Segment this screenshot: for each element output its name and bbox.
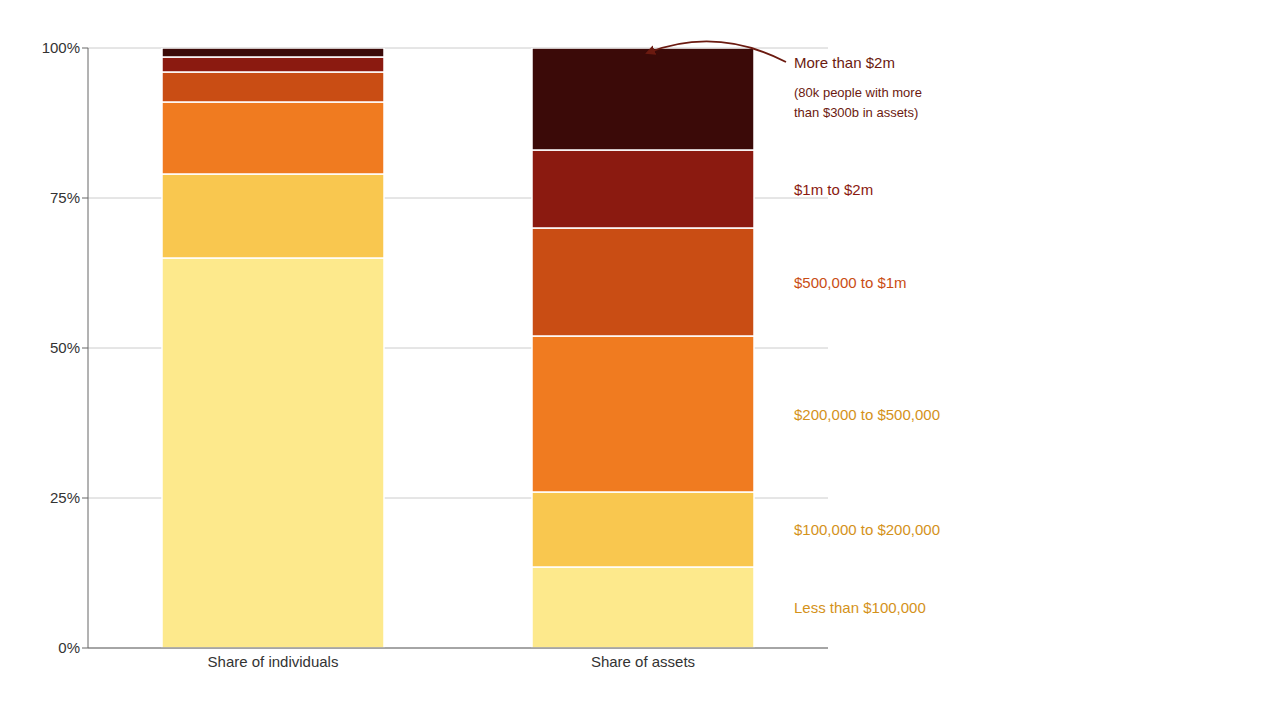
svg-text:More than $2m: More than $2m	[794, 54, 895, 71]
svg-text:Share of assets: Share of assets	[591, 653, 695, 670]
svg-text:(80k people with more: (80k people with more	[794, 85, 922, 100]
svg-text:$1m to $2m: $1m to $2m	[794, 181, 873, 198]
svg-text:$500,000 to $1m: $500,000 to $1m	[794, 274, 907, 291]
svg-text:0%: 0%	[58, 639, 80, 656]
svg-text:$200,000 to $500,000: $200,000 to $500,000	[794, 406, 940, 423]
svg-text:50%: 50%	[50, 339, 80, 356]
svg-text:75%: 75%	[50, 189, 80, 206]
svg-text:100%: 100%	[42, 39, 80, 56]
svg-text:$100,000 to $200,000: $100,000 to $200,000	[794, 521, 940, 538]
svg-text:Share of individuals: Share of individuals	[208, 653, 339, 670]
svg-text:25%: 25%	[50, 489, 80, 506]
svg-text:than $300b in assets): than $300b in assets)	[794, 105, 918, 120]
svg-text:Less than $100,000: Less than $100,000	[794, 599, 926, 616]
